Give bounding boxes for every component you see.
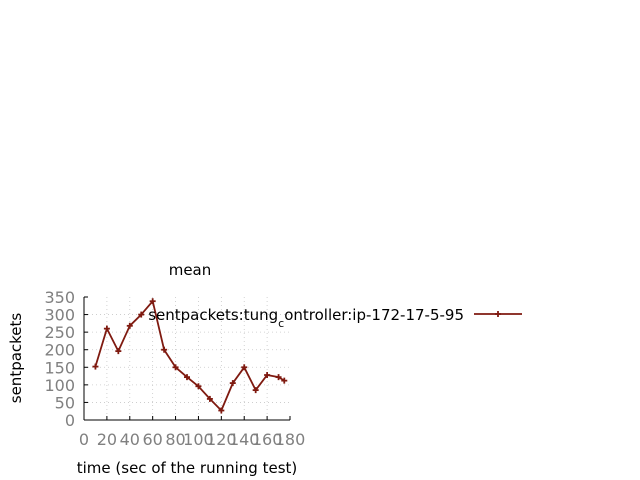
data-point	[241, 364, 248, 371]
y-tick-label: 350	[44, 288, 75, 307]
data-point	[264, 372, 271, 379]
grid-lines	[84, 297, 290, 420]
series-line	[94, 300, 285, 412]
x-axis-label: time (sec of the running test)	[77, 459, 298, 477]
x-tick-label: 180	[275, 430, 306, 449]
data-point	[115, 348, 122, 355]
data-point	[195, 383, 202, 390]
data-point	[92, 363, 99, 370]
data-point	[275, 374, 282, 381]
data-point	[206, 395, 213, 402]
y-tick-label: 0	[65, 411, 75, 430]
legend-marker	[495, 311, 501, 317]
series-layer	[92, 298, 288, 414]
y-tick-label: 200	[44, 341, 75, 360]
legend-text-rest: ontroller:ip-172-17-5-95	[284, 306, 464, 324]
data-point	[161, 346, 168, 353]
x-tick-label: 60	[142, 430, 162, 449]
plot-frame	[83, 297, 290, 421]
legend: sentpackets:tungcontroller:ip-172-17-5-9…	[148, 306, 522, 330]
data-point	[184, 374, 190, 381]
y-tick-label: 250	[44, 323, 75, 342]
x-tick-label: 40	[120, 430, 140, 449]
x-tick-label: 80	[165, 430, 185, 449]
data-point	[172, 364, 179, 371]
x-tick-label: 160	[252, 430, 283, 449]
x-tick-label: 100	[183, 430, 214, 449]
x-tick-label: 120	[206, 430, 237, 449]
legend-text-subscript: c	[278, 317, 284, 330]
y-tick-label: 100	[44, 376, 75, 395]
x-tick-label: 140	[229, 430, 260, 449]
chart-title: mean	[169, 261, 212, 279]
y-tick-label: 50	[55, 393, 75, 412]
y-axis-label: sentpackets	[7, 313, 25, 404]
data-point	[138, 311, 145, 318]
data-point	[149, 298, 156, 305]
x-tick-label: 0	[79, 430, 89, 449]
legend-label: sentpackets:tungcontroller:ip-172-17-5-9…	[148, 306, 464, 330]
data-point	[103, 325, 110, 332]
data-point	[229, 380, 236, 387]
y-tick-label: 300	[44, 306, 75, 325]
legend-text-main: sentpackets:tung	[148, 306, 278, 324]
data-point	[252, 387, 259, 394]
data-point	[126, 322, 133, 329]
data-point	[218, 407, 225, 414]
data-point	[281, 377, 288, 384]
y-tick-label: 150	[44, 358, 75, 377]
x-tick-label: 20	[97, 430, 117, 449]
